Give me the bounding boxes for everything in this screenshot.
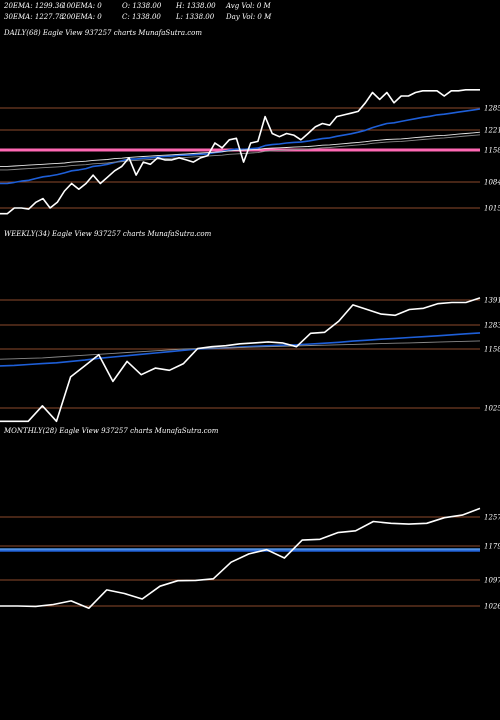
header-ema200: 200EMA: 0 — [61, 13, 102, 21]
weekly-tick-label: 1158 — [484, 346, 500, 354]
header-high: H: 1338.00 — [175, 2, 216, 10]
daily-price-line — [0, 89, 480, 215]
weekly-ema-grey-line — [0, 340, 481, 360]
header: 20EMA: 1299.36 100EMA: 0 O: 1338.00 H: 1… — [3, 2, 272, 21]
daily-tick-label: 1015 — [484, 205, 500, 213]
monthly-panel: 1257 1179 1097 1026 — [0, 507, 500, 611]
weekly-tick-label: 1025 — [484, 405, 500, 413]
daily-tick-label: 1158 — [484, 147, 500, 155]
header-open: O: 1338.00 — [122, 2, 162, 10]
header-low: L: 1338.00 — [175, 13, 215, 21]
monthly-tick-label: 1257 — [484, 514, 500, 522]
monthly-tick-label: 1026 — [484, 603, 500, 611]
monthly-tick-label: 1179 — [484, 543, 500, 551]
daily-panel-title: DAILY(68) Eagle View 937257 charts Munaf… — [3, 29, 202, 37]
header-ema100: 100EMA: 0 — [62, 2, 102, 10]
monthly-price-line — [0, 507, 481, 610]
monthly-panel-title: MONTHLY(28) Eagle View 937257 charts Mun… — [3, 427, 219, 435]
monthly-tick-label: 1097 — [484, 577, 500, 585]
header-dayvol: Day Vol: 0 M — [225, 13, 272, 21]
weekly-panel-title: WEEKLY(34) Eagle View 937257 charts Muna… — [4, 230, 212, 238]
weekly-tick-label: 1283 — [484, 322, 500, 330]
header-ema30: 30EMA: 1227.78 — [4, 13, 64, 21]
header-ema20: 20EMA: 1299.36 — [3, 2, 64, 10]
header-close: C: 1338.00 — [122, 13, 161, 21]
daily-tick-label: 1084 — [484, 179, 500, 187]
header-avgvol: Avg Vol: 0 M — [225, 2, 272, 10]
daily-tick-label: 1285 — [484, 105, 500, 113]
daily-ema-grey-line — [0, 134, 481, 171]
weekly-price-line — [0, 297, 481, 423]
